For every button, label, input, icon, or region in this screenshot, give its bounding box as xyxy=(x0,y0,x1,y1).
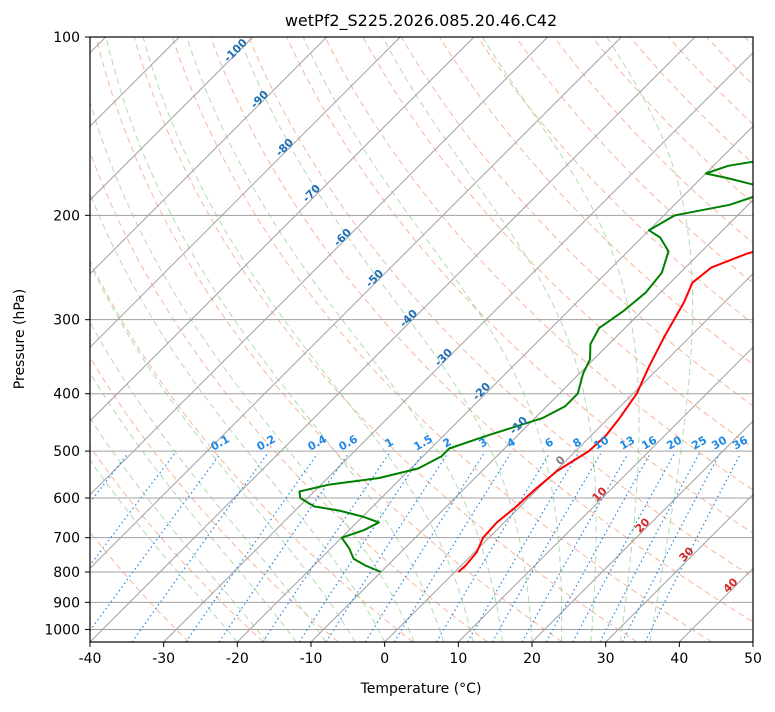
dry-adiabat-label: -20 xyxy=(470,380,493,403)
y-tick-label: 500 xyxy=(53,444,80,460)
dry-adiabat xyxy=(554,37,775,642)
mixing-ratio-label: 13 xyxy=(617,434,637,453)
y-tick-label: 1000 xyxy=(44,622,80,638)
dry-adiabat-label: -10 xyxy=(507,414,530,437)
dry-adiabat xyxy=(0,37,189,642)
y-tick-label: 200 xyxy=(53,208,80,224)
mixing-ratio-line xyxy=(186,454,318,642)
x-tick-label: -40 xyxy=(79,651,102,667)
dry-adiabat xyxy=(134,37,637,642)
isotherm-line xyxy=(164,37,769,642)
dry-adiabat xyxy=(516,37,775,642)
isotherm-line xyxy=(0,37,327,642)
plot-frame xyxy=(90,37,753,642)
mixing-ratio-line xyxy=(0,454,128,642)
dry-adiabat xyxy=(439,37,775,642)
x-tick-label: 30 xyxy=(597,651,615,667)
isotherm-line xyxy=(0,37,400,642)
y-axis-label: Pressure (hPa) xyxy=(12,289,28,389)
mixing-ratio-label: 10 xyxy=(591,433,611,452)
y-tick-label: 900 xyxy=(53,595,80,611)
y-tick-label: 700 xyxy=(53,531,80,547)
mixing-ratio-line xyxy=(365,454,484,642)
mixing-ratio-label: 16 xyxy=(639,433,659,452)
dry-adiabat-label: -50 xyxy=(363,267,386,290)
isotherm-line xyxy=(0,37,253,642)
isotherm-line xyxy=(458,37,775,642)
dry-adiabat xyxy=(745,37,775,642)
mixing-ratio-label: 6 xyxy=(543,435,556,450)
mixing-ratio-line xyxy=(436,454,549,642)
mixing-ratio-line xyxy=(219,454,348,642)
dry-adiabat-label: 40 xyxy=(721,575,741,595)
x-tick-label: 20 xyxy=(523,651,541,667)
x-tick-label: -20 xyxy=(226,651,249,667)
mixing-ratio-label: 30 xyxy=(709,433,729,452)
moist-adiabat xyxy=(34,105,355,643)
mixing-ratio-line xyxy=(522,454,628,642)
x-tick-label: 0 xyxy=(380,651,389,667)
x-tick-label: 50 xyxy=(744,651,762,667)
mixing-ratio-line xyxy=(492,454,600,642)
x-tick-label: 10 xyxy=(449,651,467,667)
dry-adiabat-label: 10 xyxy=(590,484,610,504)
moist-adiabat xyxy=(143,37,473,642)
mixing-ratio-label: 0.4 xyxy=(306,432,330,453)
isotherm-line xyxy=(90,37,695,642)
mixing-ratio-line xyxy=(0,454,84,642)
mixing-ratio-label: 0.1 xyxy=(209,432,232,453)
mixing-ratio-line xyxy=(299,454,423,642)
dry-adiabat xyxy=(0,37,338,642)
mixing-ratio-label: 1 xyxy=(383,435,396,450)
mixing-ratio-line xyxy=(263,454,389,642)
moist-adiabat xyxy=(239,37,532,642)
moist-adiabat xyxy=(303,37,562,642)
y-tick-label: 300 xyxy=(53,313,80,329)
temperature-profile xyxy=(458,37,775,572)
dry-adiabat xyxy=(20,37,413,642)
mixing-ratio-line xyxy=(33,454,175,642)
moist-adiabat xyxy=(383,37,597,642)
y-tick-label: 800 xyxy=(53,565,80,581)
mixing-ratio-label: 36 xyxy=(730,433,750,452)
dry-adiabat-label: -100 xyxy=(221,36,250,65)
dry-adiabat xyxy=(707,37,775,642)
isotherm-line xyxy=(237,37,775,642)
dry-adiabat-label: -40 xyxy=(397,307,420,330)
mixing-ratio-label: 0.6 xyxy=(337,432,361,453)
mixing-ratio-label: 1.5 xyxy=(412,432,435,453)
dry-adiabat-label: -60 xyxy=(331,226,354,249)
mixing-ratio-label: 25 xyxy=(689,434,709,453)
mixing-ratio-line xyxy=(645,454,740,642)
isotherm-line xyxy=(385,37,775,642)
dry-adiabat xyxy=(0,37,264,642)
chart-title: wetPf2_S225.2026.085.20.46.C42 xyxy=(285,11,557,31)
y-tick-label: 100 xyxy=(53,30,80,46)
mixing-ratio-label: 0.2 xyxy=(255,432,278,453)
x-tick-label: 40 xyxy=(670,651,688,667)
y-tick-label: 600 xyxy=(53,491,80,507)
x-tick-label: -30 xyxy=(152,651,175,667)
y-tick-label: 400 xyxy=(53,387,80,403)
isotherm-line xyxy=(0,37,474,642)
isotherm-line xyxy=(753,37,775,642)
plot-area xyxy=(0,37,775,642)
isotherm-line xyxy=(16,37,621,642)
dry-adiabat-label: -70 xyxy=(300,182,323,205)
dry-adiabat-label: 30 xyxy=(677,544,697,564)
moist-adiabat xyxy=(0,141,296,642)
dry-adiabat-label: 20 xyxy=(633,515,653,535)
mixing-ratio-label: 8 xyxy=(571,435,584,450)
dry-adiabat-label: -30 xyxy=(432,346,455,369)
dry-adiabat xyxy=(58,37,488,642)
x-tick-label: -10 xyxy=(300,651,323,667)
dry-adiabat-label: -80 xyxy=(273,136,296,159)
moist-adiabat xyxy=(80,62,415,643)
dry-adiabat-label: -90 xyxy=(248,88,271,111)
moist-adiabat xyxy=(187,37,503,642)
x-axis-label: Temperature (°C) xyxy=(360,681,482,697)
